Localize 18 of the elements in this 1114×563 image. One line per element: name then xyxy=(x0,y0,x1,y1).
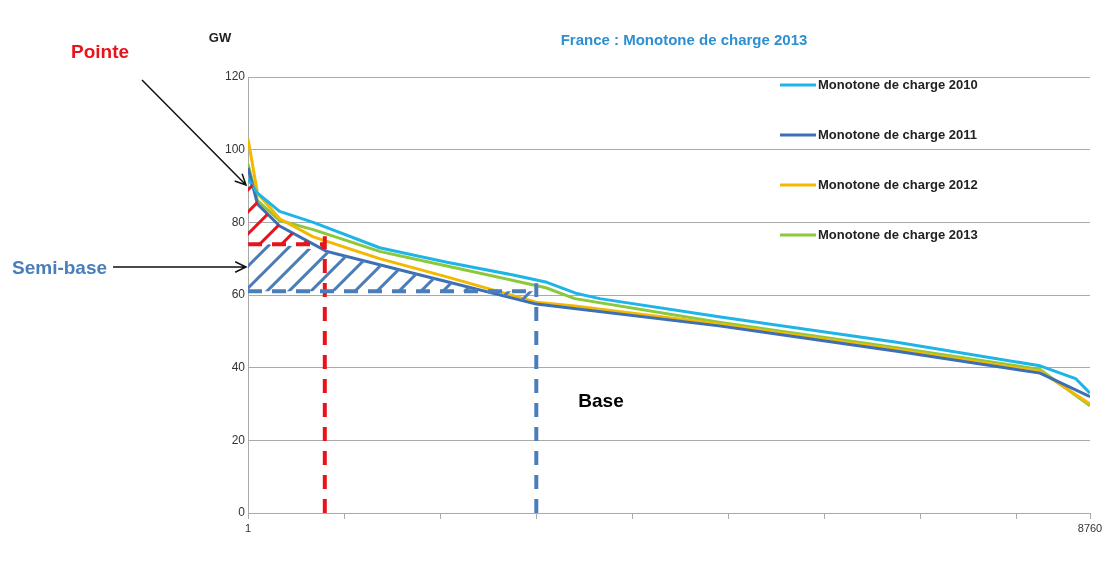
y-tick-label: 20 xyxy=(231,432,246,447)
text: Semi-base xyxy=(12,257,108,278)
legend-label: Monotone de charge 2011 xyxy=(818,126,977,142)
annotation: Base xyxy=(578,390,624,411)
x-tick-label: 1 xyxy=(244,521,252,534)
legend-label: Monotone de charge 2010 xyxy=(818,76,978,92)
y-tick-label: 0 xyxy=(238,505,246,520)
y-tick-label: 60 xyxy=(231,287,246,302)
y-axis-title: GW xyxy=(208,30,232,45)
y-tick-label: 40 xyxy=(231,359,246,374)
legend-label: Monotone de charge 2013 xyxy=(818,226,978,242)
y-tick-label: 120 xyxy=(224,69,246,84)
y-tick-label: 80 xyxy=(231,214,246,229)
text: Pointe xyxy=(70,41,130,62)
legend-label: Monotone de charge 2012 xyxy=(818,176,978,192)
y-tick-label: 100 xyxy=(224,141,246,156)
x-tick-label: 8760 xyxy=(1077,521,1103,534)
chart-title: France : Monotone de charge 2013 xyxy=(560,31,808,48)
